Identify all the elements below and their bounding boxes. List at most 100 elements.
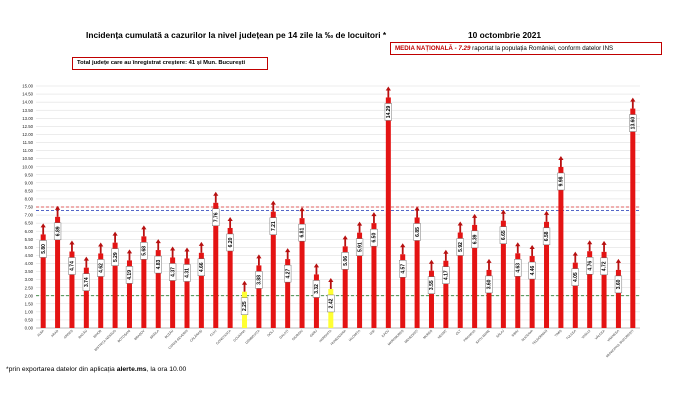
bar: [443, 260, 449, 328]
bar: [558, 166, 564, 328]
value-label-box: [442, 266, 450, 284]
value-label: 9.98: [559, 176, 565, 186]
x-tick-label: DÂMBOVIȚA: [245, 328, 262, 345]
bar: [615, 269, 621, 328]
y-tick-label: 1.50: [25, 301, 34, 306]
arrow-up-marker: [299, 207, 305, 219]
value-label-box: [111, 248, 119, 266]
y-tick-label: 11.50: [23, 140, 34, 145]
arrow-up-marker: [69, 240, 75, 252]
x-tick-label: IALOMIȚA: [348, 328, 362, 342]
bar: [155, 250, 161, 328]
value-label: 5.29: [113, 252, 119, 262]
y-tick-label: 13.50: [22, 108, 33, 113]
value-label: 6.85: [415, 227, 421, 237]
value-label: 4.63: [515, 263, 521, 273]
x-tick-label: ARGEȘ: [63, 329, 74, 340]
bar: [472, 224, 478, 328]
y-tick-label: 6.50: [25, 221, 34, 226]
value-label: 5.92: [458, 242, 464, 252]
arrows-layer: [40, 86, 636, 292]
x-tick-label: BRAȘOV: [133, 328, 146, 341]
value-label-box: [341, 252, 349, 270]
value-label: 2.42: [329, 298, 335, 308]
y-tick-label: 9.50: [25, 172, 34, 177]
bar: [213, 202, 219, 328]
counties-increase-box: Total județe care au înregistrat creșter…: [72, 57, 268, 70]
value-label-box: [629, 114, 637, 132]
bar: [98, 253, 104, 328]
value-label-box: [269, 217, 277, 235]
x-tick-label: VASLUI: [581, 329, 592, 340]
value-label: 4.31: [185, 268, 191, 278]
y-tick-label: 0.00: [25, 326, 34, 331]
arrow-up-marker: [615, 258, 622, 270]
y-tick-label: 7.50: [25, 205, 34, 210]
value-label: 3.55: [429, 280, 435, 290]
value-label: 5.80: [41, 244, 47, 254]
value-label: 5.91: [357, 242, 363, 252]
value-label: 4.66: [199, 262, 205, 272]
arrow-up-marker: [529, 245, 535, 257]
x-tick-label: PRAHOVA: [463, 328, 477, 342]
y-tick-label: 3.50: [25, 269, 34, 274]
arrow-up-marker: [486, 258, 492, 270]
value-label: 3.60: [616, 279, 622, 289]
value-label: 4.76: [587, 261, 593, 271]
value-label-box: [614, 275, 623, 294]
x-tick-label: TELEORMAN: [531, 328, 548, 345]
bar: [428, 270, 434, 328]
value-label-box: [53, 222, 62, 241]
x-tick-label: CLUJ: [209, 329, 218, 338]
value-label: 3.88: [257, 275, 263, 285]
y-tick-label: 4.50: [25, 253, 34, 258]
y-tick-label: 2.00: [25, 293, 34, 298]
y-tick-label: 14.50: [22, 92, 33, 97]
value-label: 4.27: [285, 269, 291, 279]
bar: [299, 218, 305, 328]
value-label-box: [471, 230, 479, 249]
value-label: 6.81: [300, 228, 306, 238]
value-label-box: [197, 258, 205, 277]
arrow-up-marker: [285, 248, 291, 260]
value-label: 6.89: [55, 226, 61, 236]
y-tick-label: 3.00: [25, 277, 34, 282]
value-label: 6.58: [544, 231, 550, 241]
footnote-prefix: *prin exportarea datelor din aplicația: [6, 366, 117, 373]
value-labels-layer: 5.80 6.89 4.74 3.74 4.62 5.29 4.19 5.68 4.83 4.37…: [39, 103, 637, 315]
value-label-box: [413, 223, 421, 241]
value-label-box: [169, 263, 177, 281]
bar: [630, 108, 636, 328]
x-tick-label: CĂLĂRAȘI: [189, 329, 203, 343]
x-tick-label: HUNEDOARA: [330, 328, 348, 346]
bar: [486, 269, 492, 328]
bar: [544, 221, 550, 328]
x-tick-label: SĂLAJ: [495, 329, 505, 339]
bar: [601, 251, 607, 328]
value-label-box: [284, 264, 292, 283]
arrow-up-marker: [601, 240, 607, 252]
x-tick-label: IAȘI: [369, 329, 376, 336]
y-tick-label: 12.00: [22, 132, 33, 137]
bar: [342, 246, 348, 328]
x-tick-label: BRĂILA: [149, 328, 160, 339]
value-label: 7.21: [271, 221, 277, 231]
arrow-up-marker: [126, 249, 133, 261]
bar: [385, 97, 391, 328]
y-tick-label: 8.00: [25, 197, 34, 202]
y-tick-label: 13.00: [22, 116, 33, 121]
x-tick-label: SATU MARE: [475, 329, 491, 345]
bar: [83, 267, 89, 328]
arrow-up-marker: [543, 210, 550, 222]
value-label: 4.74: [70, 261, 76, 271]
arrow-up-marker: [184, 247, 190, 259]
national-average-box: MEDIA NAȚIONALĂ - 7.29 raportat la popul…: [390, 42, 662, 55]
bar: [69, 251, 75, 328]
arrow-up-marker: [356, 221, 363, 233]
x-tick-label: GORJ: [309, 329, 318, 338]
value-label-box: [542, 227, 551, 246]
arrow-up-marker: [472, 213, 478, 225]
arrow-up-marker: [270, 200, 276, 212]
